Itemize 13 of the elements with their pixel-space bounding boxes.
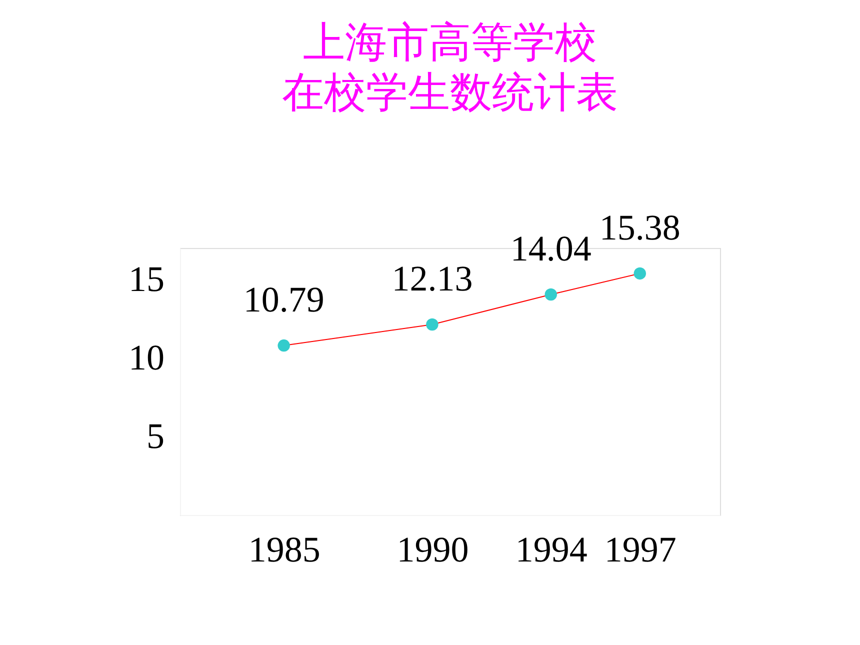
text: 在校学生数统计表 [282,67,618,116]
data-label: 14.04 [510,228,592,268]
data-label: 12.13 [392,258,473,298]
data-label: 10.79 [243,280,324,320]
data-label: 15.38 [599,207,680,248]
x-tick-label: 1990 [396,530,469,570]
x-tick-label: 1994 [515,530,588,570]
y-tick-label: 5 [146,416,164,456]
y-tick-label: 15 [128,258,164,299]
y-tick-label: 10 [128,337,164,378]
x-tick-label: 1985 [248,530,320,570]
x-tick-label: 1997 [604,530,676,570]
text: 上海市高等学校 [303,17,597,66]
